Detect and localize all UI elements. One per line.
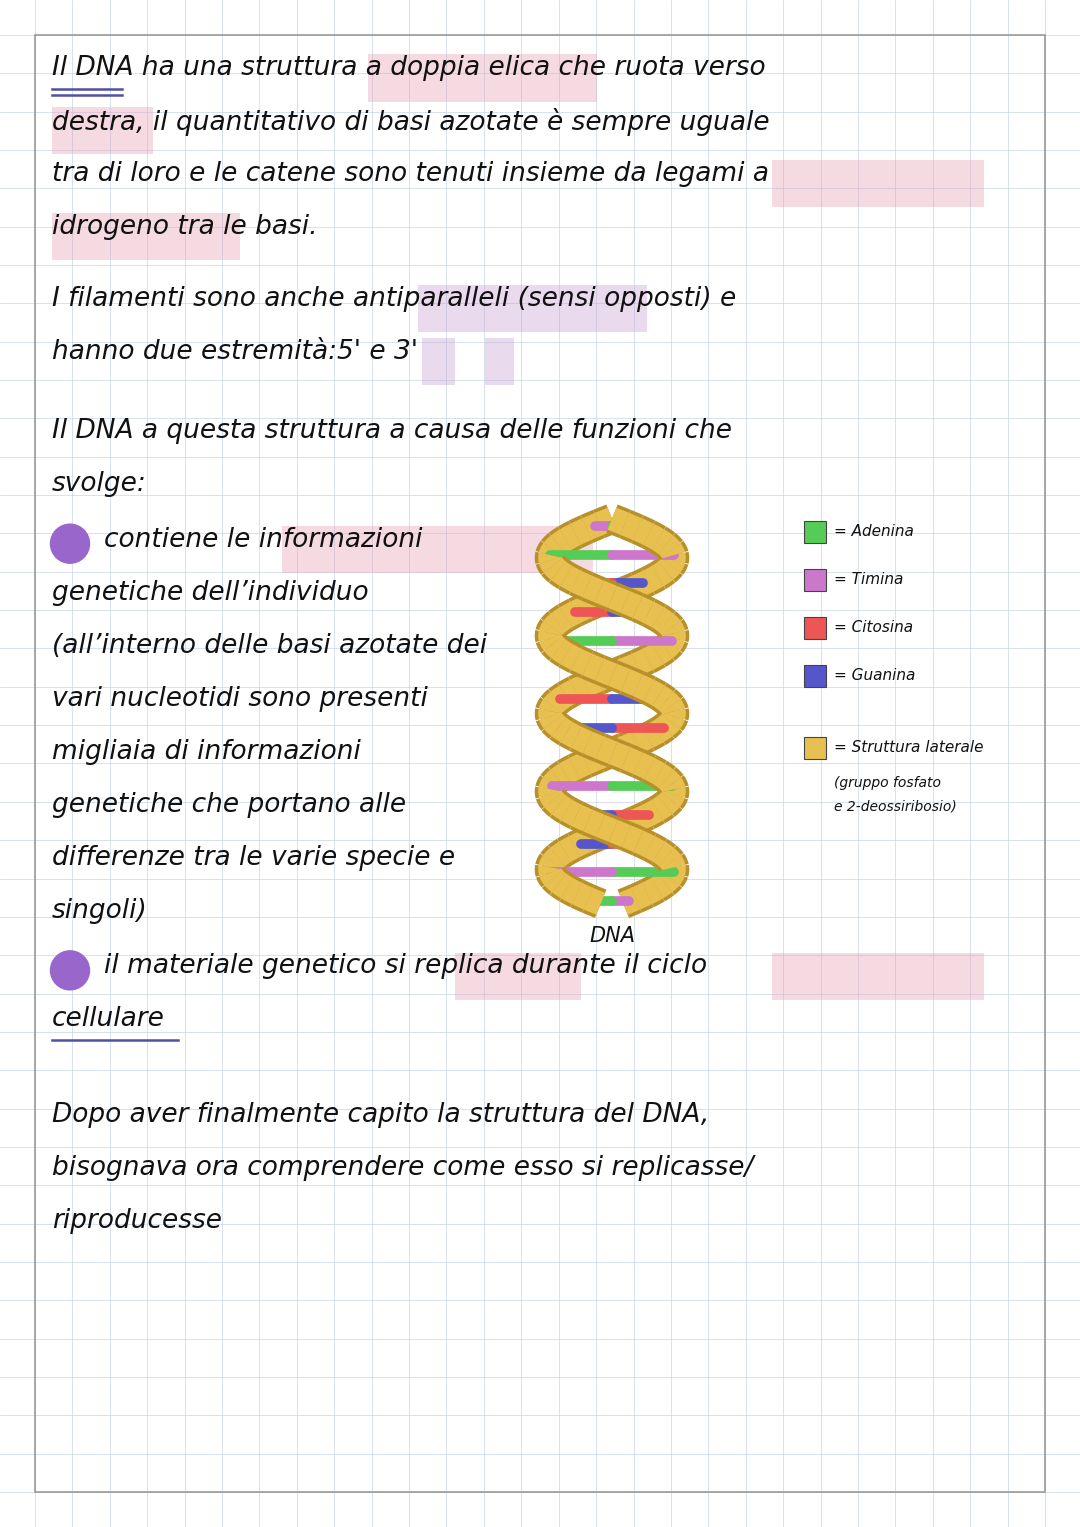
Text: Il DNA ha una struttura a doppia elica che ruota verso: Il DNA ha una struttura a doppia elica c…	[52, 55, 766, 81]
Text: = Adenina: = Adenina	[834, 524, 914, 539]
Text: genetiche che portano alle: genetiche che portano alle	[52, 791, 406, 817]
Text: svolge:: svolge:	[52, 470, 147, 498]
FancyBboxPatch shape	[771, 953, 985, 1000]
Text: bisognava ora comprendere come esso si replicasse/: bisognava ora comprendere come esso si r…	[52, 1154, 754, 1180]
FancyBboxPatch shape	[421, 337, 455, 385]
FancyBboxPatch shape	[282, 527, 593, 573]
Text: differenze tra le varie specie e: differenze tra le varie specie e	[52, 844, 455, 870]
FancyBboxPatch shape	[418, 286, 647, 331]
FancyBboxPatch shape	[367, 55, 596, 101]
Text: = Citosina: = Citosina	[834, 620, 913, 635]
Text: hanno due estremità:5' e 3': hanno due estremità:5' e 3'	[52, 339, 418, 365]
Text: migliaia di informazioni: migliaia di informazioni	[52, 739, 361, 765]
Text: singoli): singoli)	[52, 898, 148, 924]
Text: DNA: DNA	[589, 927, 635, 947]
FancyBboxPatch shape	[52, 107, 152, 154]
Text: cellulare: cellulare	[52, 1006, 165, 1032]
FancyBboxPatch shape	[804, 568, 826, 591]
FancyBboxPatch shape	[52, 214, 241, 261]
Text: tra di loro e le catene sono tenuti insieme da legami a: tra di loro e le catene sono tenuti insi…	[52, 160, 769, 186]
Circle shape	[51, 524, 90, 563]
FancyBboxPatch shape	[804, 664, 826, 687]
Text: I filamenti sono anche antiparalleli (sensi opposti) e: I filamenti sono anche antiparalleli (se…	[52, 286, 737, 312]
FancyBboxPatch shape	[771, 160, 985, 208]
Text: e 2-deossiribosio): e 2-deossiribosio)	[834, 800, 957, 814]
Text: vari nucleotidi sono presenti: vari nucleotidi sono presenti	[52, 686, 428, 712]
Text: = Guanina: = Guanina	[834, 669, 916, 683]
FancyBboxPatch shape	[804, 617, 826, 638]
Text: = Struttura laterale: = Struttura laterale	[834, 741, 984, 756]
Text: Dopo aver finalmente capito la struttura del DNA,: Dopo aver finalmente capito la struttura…	[52, 1102, 710, 1128]
FancyBboxPatch shape	[804, 736, 826, 759]
Circle shape	[51, 951, 90, 989]
Text: = Timina: = Timina	[834, 573, 903, 588]
Text: il materiale genetico si replica durante il ciclo: il materiale genetico si replica durante…	[104, 953, 707, 979]
Text: riproducesse: riproducesse	[52, 1208, 222, 1234]
Text: genetiche dell’individuo: genetiche dell’individuo	[52, 580, 368, 606]
FancyBboxPatch shape	[455, 953, 581, 1000]
Text: destra, il quantitativo di basi azotate è sempre uguale: destra, il quantitativo di basi azotate …	[52, 108, 770, 136]
Text: (gruppo fosfato: (gruppo fosfato	[834, 776, 941, 789]
Text: Il DNA a questa struttura a causa delle funzioni che: Il DNA a questa struttura a causa delle …	[52, 418, 732, 444]
Text: (all’interno delle basi azotate dei: (all’interno delle basi azotate dei	[52, 632, 487, 658]
FancyBboxPatch shape	[804, 521, 826, 542]
FancyBboxPatch shape	[485, 337, 513, 385]
Text: contiene le informazioni: contiene le informazioni	[104, 527, 422, 553]
Text: idrogeno tra le basi.: idrogeno tra le basi.	[52, 214, 318, 240]
